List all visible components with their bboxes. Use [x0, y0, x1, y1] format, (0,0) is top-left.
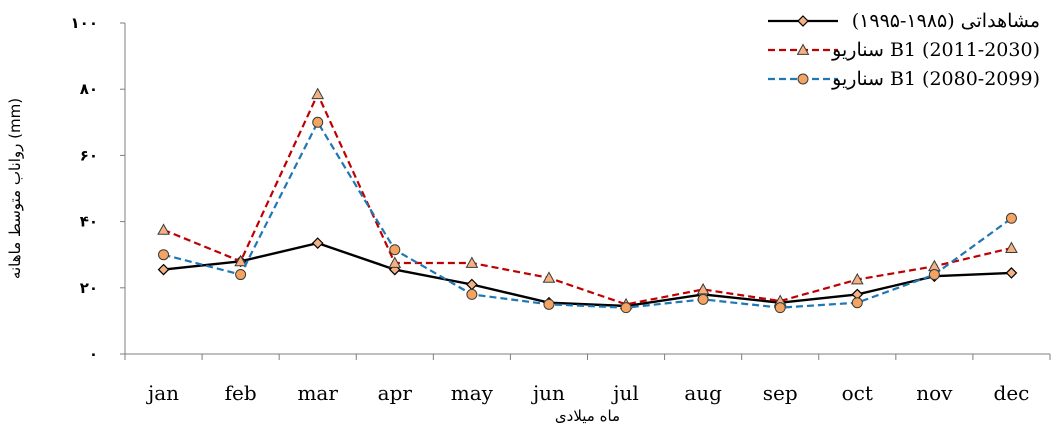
y-tick-label: ۶۰ — [80, 146, 98, 164]
axes: ۰ ۲۰ ۴۰ ۶۰ ۸۰ ۱۰۰ jan feb mar apr may jun jul aug sep o… — [71, 14, 1051, 405]
x-tick-label: mar — [297, 381, 338, 405]
legend-label: سناریو B1 (2011-2030) — [831, 39, 1040, 61]
data-point — [620, 302, 632, 314]
data-point — [311, 87, 325, 100]
x-tick-label: oct — [842, 381, 873, 405]
y-axis-title: رواناب متوسط ماهانه (mm) — [6, 98, 24, 279]
data-point — [1005, 241, 1018, 253]
series-3 — [158, 116, 1017, 314]
data-point — [696, 282, 710, 295]
x-tick-label: feb — [225, 381, 257, 405]
series-line — [163, 241, 1012, 308]
data-point — [312, 116, 324, 128]
x-tick-label: apr — [378, 381, 413, 405]
data-point — [774, 302, 786, 314]
x-axis-title: ماه میلادی — [555, 407, 620, 425]
x-tick-label: jun — [531, 381, 565, 405]
data-point — [157, 263, 170, 276]
y-tick-label: ۲۰ — [80, 279, 98, 297]
x-tick-label: jul — [611, 381, 638, 405]
data-point — [466, 278, 478, 291]
data-point — [235, 269, 247, 281]
y-tick-label: ۱۰۰ — [71, 14, 98, 32]
data-point — [388, 256, 402, 268]
data-point — [928, 269, 940, 281]
x-tick-label: aug — [684, 381, 722, 405]
x-tick-label: jan — [146, 381, 179, 405]
data-point — [850, 272, 864, 285]
data-point — [542, 271, 556, 283]
data-point — [796, 43, 810, 55]
x-tick-label: may — [451, 381, 494, 405]
x-tick-label: sep — [763, 381, 798, 405]
data-point — [311, 237, 324, 249]
data-point — [1005, 267, 1018, 279]
data-point — [1005, 212, 1017, 224]
data-point — [389, 244, 401, 256]
legend-label: مشاهداتی (۱۹۸۵-۱۹۹۵) — [852, 10, 1040, 32]
data-point — [797, 15, 809, 27]
data-point — [157, 223, 170, 235]
y-tick-label: ۰ — [89, 345, 98, 363]
x-tick-label: dec — [994, 381, 1030, 405]
y-tick-label: ۸۰ — [80, 80, 98, 98]
data-point — [543, 298, 555, 310]
series-layer — [157, 87, 1018, 314]
x-tick-label: nov — [916, 381, 953, 405]
data-point — [158, 249, 170, 261]
series-2 — [157, 87, 1018, 310]
data-point — [797, 73, 809, 85]
legend-label: سناریو B1 (2080-2099) — [831, 68, 1040, 90]
y-tick-label: ۴۰ — [80, 213, 98, 231]
data-point — [697, 293, 709, 305]
data-point — [234, 254, 247, 267]
data-point — [466, 288, 478, 300]
series-line — [163, 120, 1013, 309]
legend: مشاهداتی (۱۹۸۵-۱۹۹۵) سناریو B1 (2011-2030… — [768, 10, 1040, 90]
data-point — [851, 297, 863, 309]
series-line — [163, 91, 1012, 306]
data-point — [465, 256, 479, 268]
